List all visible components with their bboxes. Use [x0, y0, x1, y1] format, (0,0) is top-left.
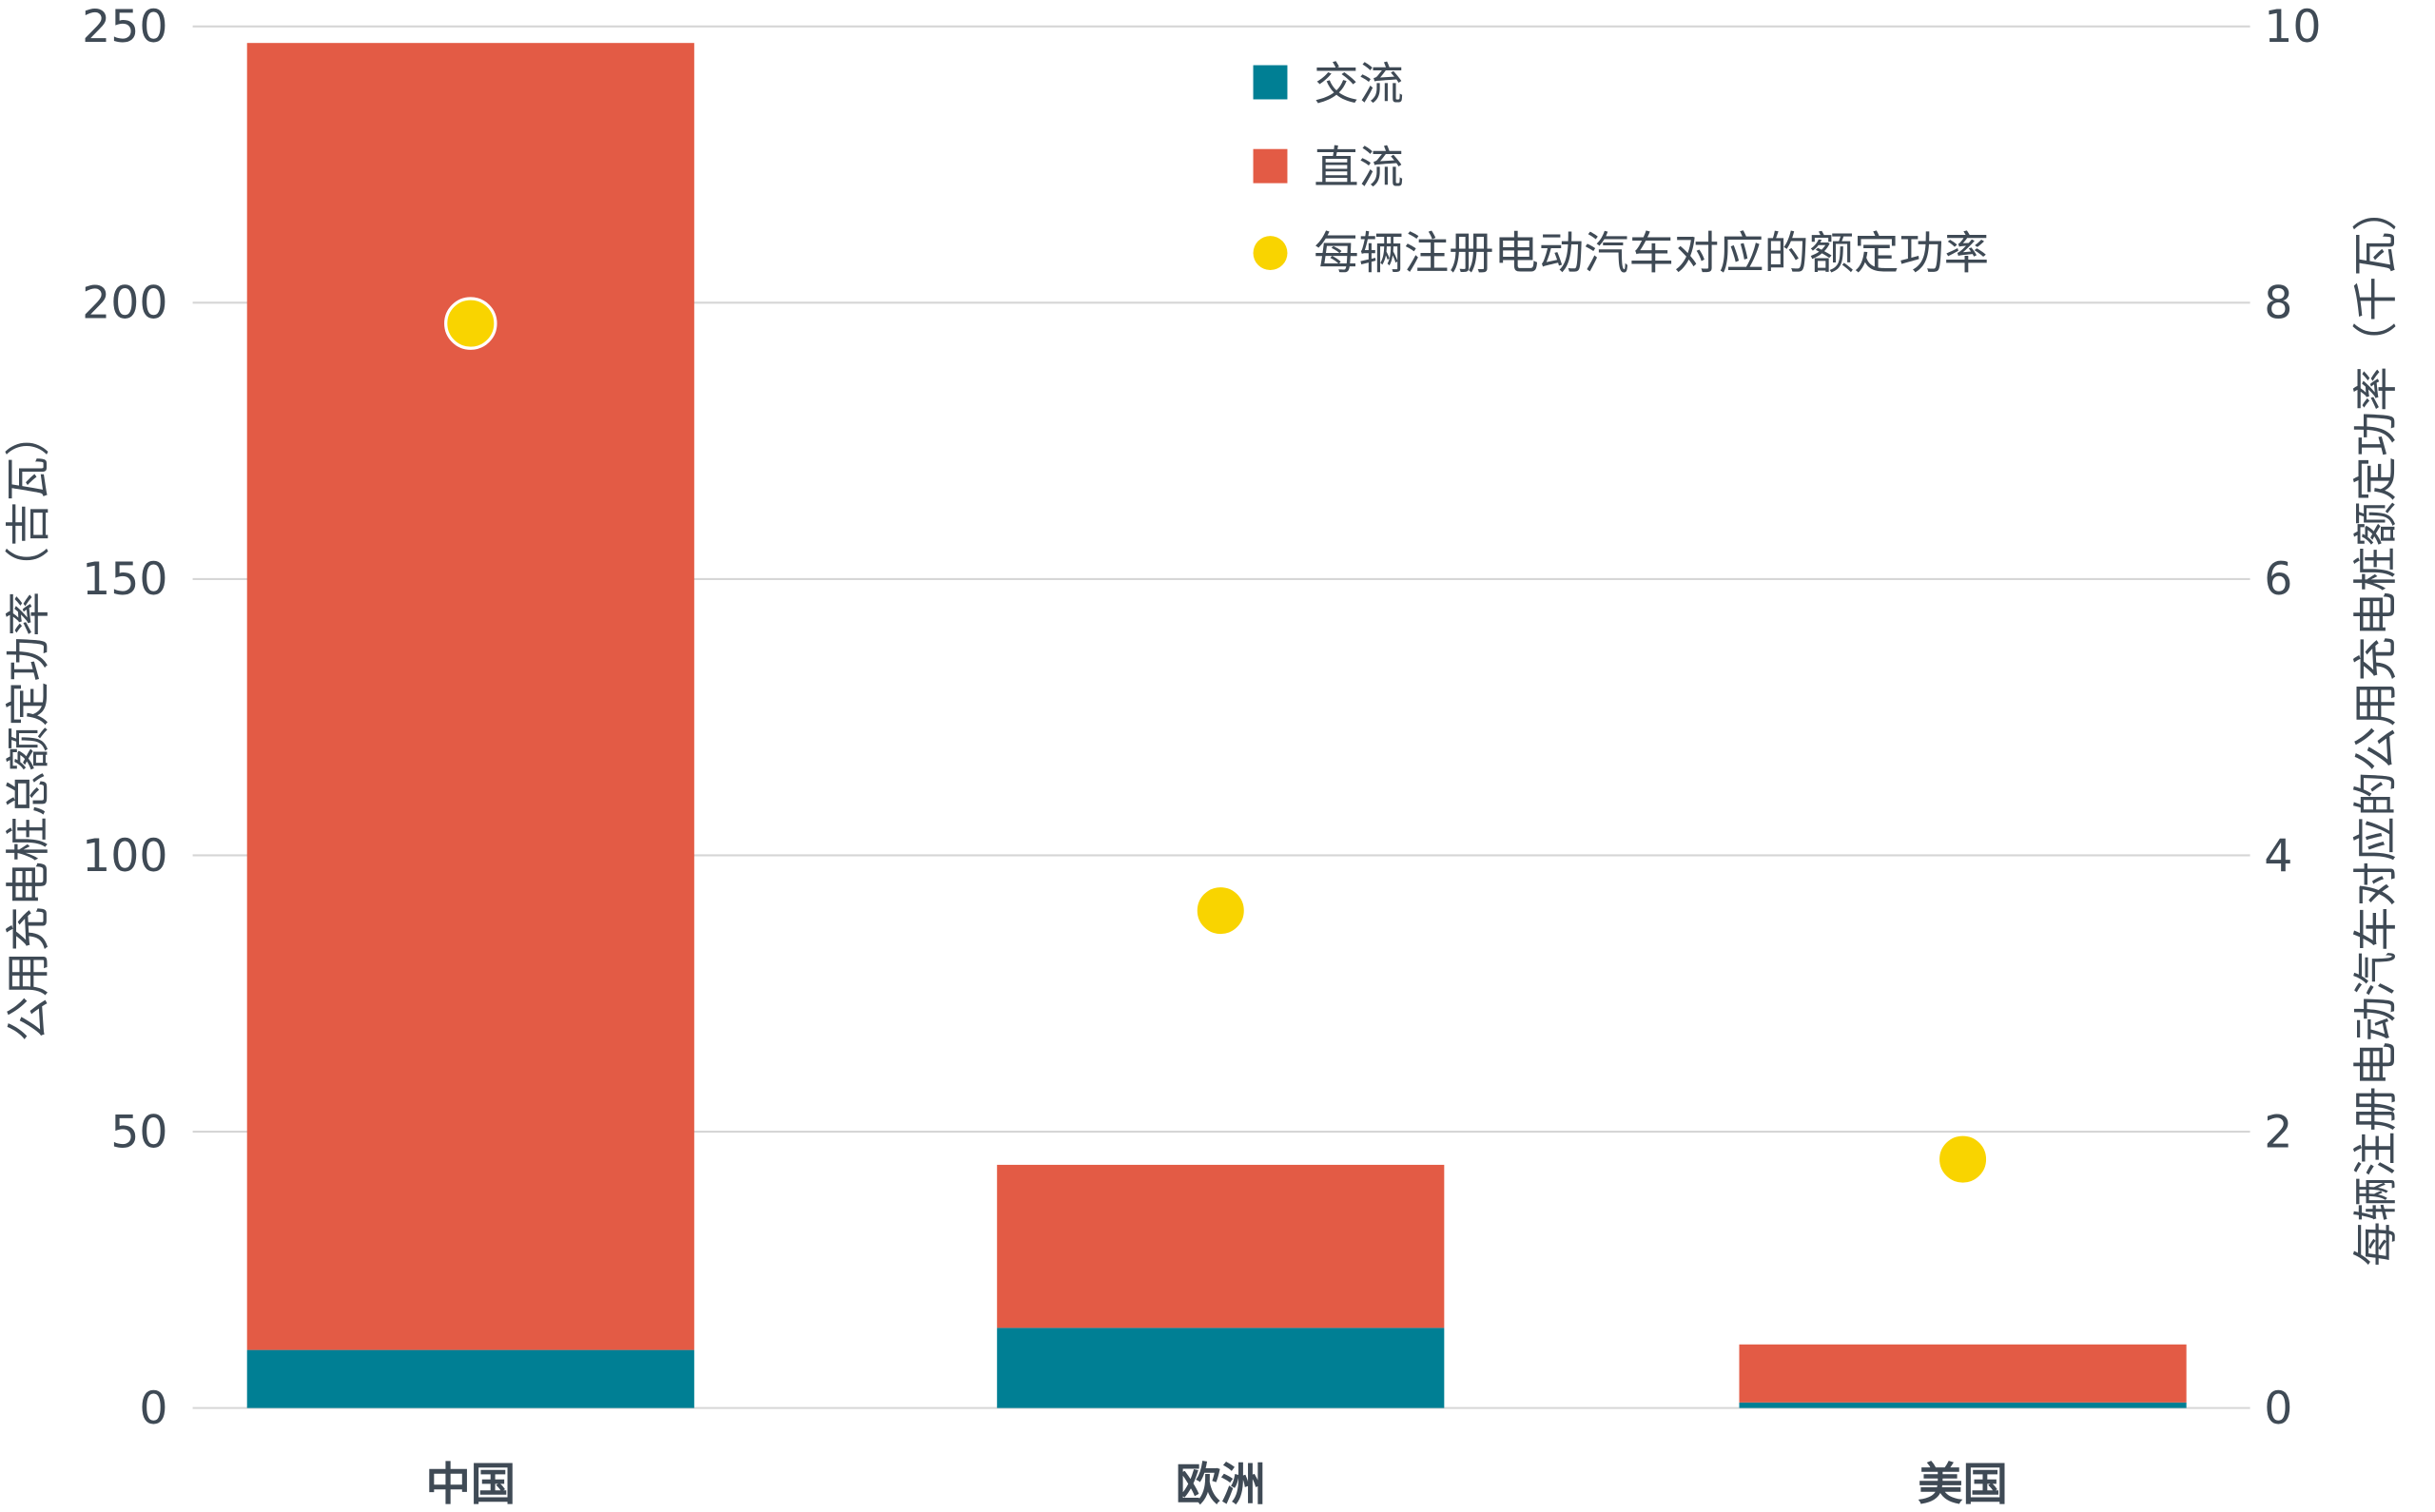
left-tick-label: 250 [82, 1, 167, 53]
bar-segment [246, 43, 694, 1350]
left-tick-label: 150 [82, 553, 167, 606]
legend-label-per-ev: 每辆注册电动汽车对应的额定功率 [1314, 227, 1989, 280]
left-tick-label: 100 [82, 830, 167, 882]
left-tick-label: 200 [82, 278, 167, 330]
legend-swatch-dc [1253, 148, 1288, 184]
data-point [1194, 883, 1248, 938]
category-labels: 中国 欧洲 美国 [425, 1459, 2007, 1511]
right-tick-label: 4 [2264, 830, 2292, 882]
category-label: 欧洲 [1176, 1459, 1266, 1511]
right-tick-label: 0 [2264, 1383, 2292, 1435]
left-axis-ticks: 0 50 100 150 200 250 [82, 1, 167, 1435]
legend-swatch-per-ev [1253, 236, 1288, 271]
data-point [1936, 1133, 1990, 1186]
bar-segment [1739, 1402, 2187, 1408]
data-point [444, 297, 497, 350]
bar-segment [997, 1328, 1445, 1408]
right-tick-label: 6 [2264, 553, 2292, 606]
legend-label-ac: 交流 [1314, 58, 1404, 110]
right-tick-label: 8 [2264, 278, 2292, 330]
bar-segment [1739, 1344, 2187, 1403]
right-tick-label: 2 [2264, 1106, 2292, 1158]
legend-swatch-ac [1253, 65, 1288, 100]
bars [246, 43, 2187, 1408]
legend-label-dc: 直流 [1314, 143, 1404, 195]
category-label: 中国 [425, 1459, 516, 1511]
bar-segment [246, 1349, 694, 1408]
bar-segment [997, 1164, 1445, 1328]
legend: 交流 直流 每辆注册电动汽车对应的额定功率 [1253, 58, 1989, 280]
category-label: 美国 [1918, 1459, 2008, 1511]
left-axis-label: 公用充电桩总额定功率（吉瓦） [3, 412, 55, 1042]
left-tick-label: 50 [110, 1106, 167, 1158]
left-tick-label: 0 [139, 1383, 167, 1435]
dots [444, 297, 1990, 1186]
right-tick-label: 10 [2264, 1, 2321, 53]
right-axis-label: 每辆注册电动汽车对应的公用充电桩额定功率（千瓦） [2350, 186, 2403, 1267]
right-axis-ticks: 0 2 4 6 8 10 [2264, 1, 2321, 1435]
